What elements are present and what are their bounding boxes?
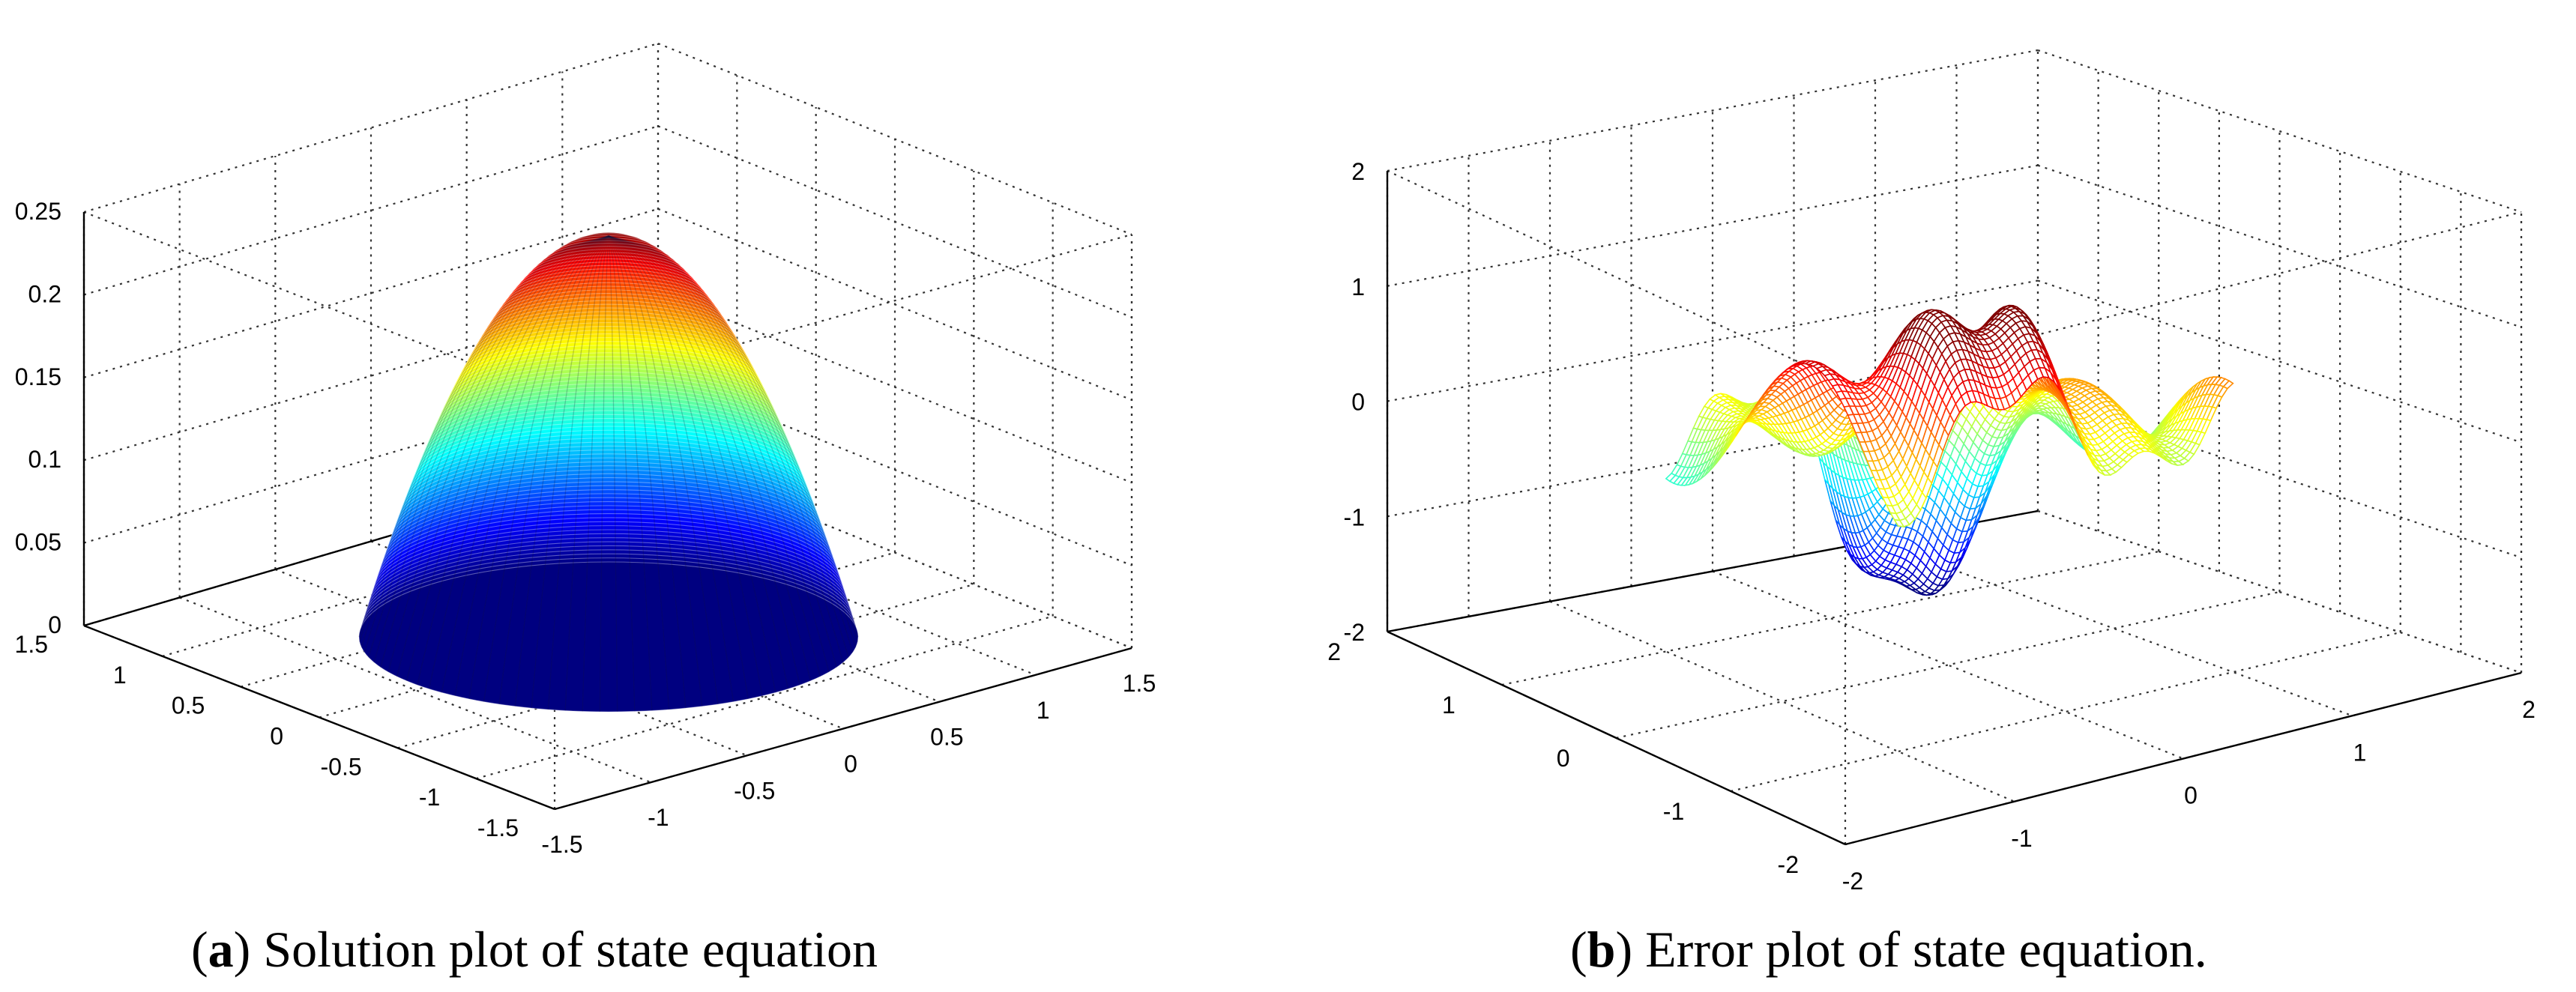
z-tick-label-a: 0.25 — [15, 198, 61, 225]
z-tick-label-b: -2 — [1344, 619, 1365, 646]
caption-a: (a) Solution plot of state equation — [191, 921, 878, 978]
y-tick-label-a: 0 — [270, 723, 283, 750]
surface-plot-a: 0 0.05 0.1 0.15 0.2 0.25 1.5 1 0.5 0 -0.5 -1 -1.5 -1.… — [15, 42, 1156, 858]
z-tick-label-a: 0 — [48, 611, 61, 638]
surface-plot-b: -2 -1 0 1 2 2 1 0 -1 -2 -2 -1 0 1 2 — [1327, 49, 2536, 895]
x-tick-label-b: 0 — [2184, 782, 2198, 809]
z-tick-label-a: 0.15 — [15, 363, 61, 390]
y-tick-label-a: -0.5 — [321, 753, 362, 780]
y-tick-label-b: 1 — [1442, 692, 1456, 719]
x-tick-label-b: 1 — [2353, 739, 2367, 766]
x-tick-label-a: 1 — [1037, 697, 1050, 724]
z-tick-label-a: 0.2 — [28, 280, 61, 307]
y-tick-label-b: -2 — [1778, 851, 1799, 878]
caption-b: (b) Error plot of state equation. — [1570, 921, 2207, 978]
x-tick-label-a: 0 — [844, 751, 857, 778]
z-tick-label-b: 2 — [1351, 158, 1365, 185]
x-tick-label-a: -1.5 — [541, 831, 582, 858]
y-tick-label-a: 1.5 — [15, 631, 48, 658]
x-tick-label-b: -1 — [2011, 825, 2032, 852]
x-tick-label-a: 1.5 — [1123, 670, 1156, 697]
caption-a-text: Solution plot of state equation — [263, 921, 878, 978]
x-tick-label-b: -2 — [1842, 868, 1863, 895]
x-tick-label-a: -1 — [648, 804, 669, 831]
z-tick-label-a: 0.1 — [28, 446, 61, 473]
z-tick-label-b: 0 — [1351, 389, 1365, 416]
y-tick-label-a: -1 — [419, 784, 440, 811]
y-tick-label-b: 0 — [1557, 745, 1570, 772]
caption-a-letter: a — [208, 921, 234, 978]
y-tick-label-a: 0.5 — [172, 692, 205, 719]
z-tick-label-b: -1 — [1344, 503, 1365, 530]
x-tick-label-a: -0.5 — [734, 777, 775, 804]
x-tick-label-b: 2 — [2522, 696, 2536, 723]
z-tick-label-b: 1 — [1351, 273, 1365, 300]
chart-panel-b: -2 -1 0 1 2 2 1 0 -1 -2 -2 -1 0 1 2 (b) Error plot of … — [1288, 0, 2576, 992]
y-tick-label-b: 2 — [1327, 638, 1341, 665]
x-tick-label-a: 0.5 — [930, 724, 963, 751]
surface-mesh-a — [358, 232, 859, 713]
caption-b-text: Error plot of state equation. — [1645, 921, 2207, 978]
y-tick-label-b: -1 — [1663, 798, 1684, 825]
chart-panel-a: 0 0.05 0.1 0.15 0.2 0.25 1.5 1 0.5 0 -0.5 -1 -1.5 -1.… — [15, 42, 1156, 978]
y-tick-label-a: 1 — [113, 662, 127, 689]
y-tick-label-a: -1.5 — [477, 814, 519, 841]
caption-b-letter: b — [1587, 921, 1616, 978]
surface-mesh-b — [1665, 304, 2234, 596]
z-tick-label-a: 0.05 — [15, 529, 61, 556]
